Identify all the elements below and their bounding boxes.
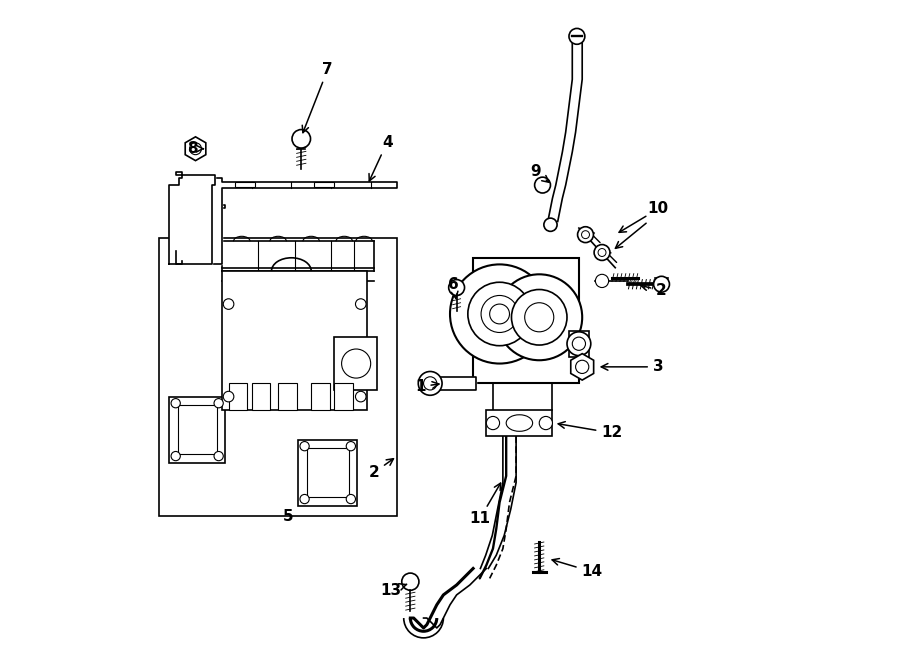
Circle shape bbox=[576, 360, 589, 373]
Circle shape bbox=[482, 295, 518, 332]
Bar bbox=[229, 383, 248, 410]
Text: 2: 2 bbox=[641, 284, 667, 298]
Text: 13: 13 bbox=[380, 583, 407, 598]
Circle shape bbox=[171, 451, 180, 461]
Bar bbox=[159, 238, 397, 516]
Text: 6: 6 bbox=[448, 277, 459, 298]
Circle shape bbox=[598, 249, 606, 256]
Bar bbox=[177, 405, 217, 454]
Text: 2: 2 bbox=[369, 459, 393, 480]
Bar bbox=[252, 383, 270, 410]
Circle shape bbox=[300, 494, 310, 504]
Circle shape bbox=[214, 399, 223, 408]
Bar bbox=[486, 410, 553, 436]
Text: 12: 12 bbox=[558, 422, 623, 440]
Circle shape bbox=[223, 391, 234, 402]
Bar bbox=[569, 330, 589, 357]
Text: 5: 5 bbox=[283, 510, 293, 524]
Text: 4: 4 bbox=[369, 135, 392, 181]
Circle shape bbox=[544, 218, 557, 231]
Circle shape bbox=[300, 442, 310, 451]
Text: 9: 9 bbox=[531, 165, 549, 182]
Circle shape bbox=[539, 416, 553, 430]
Circle shape bbox=[567, 332, 590, 356]
Bar bbox=[278, 383, 297, 410]
Circle shape bbox=[569, 28, 585, 44]
Circle shape bbox=[578, 227, 593, 243]
Circle shape bbox=[190, 143, 202, 155]
Circle shape bbox=[356, 391, 366, 402]
Circle shape bbox=[525, 303, 554, 332]
Bar bbox=[222, 271, 367, 410]
Circle shape bbox=[511, 290, 567, 345]
Text: 14: 14 bbox=[552, 559, 603, 579]
Circle shape bbox=[356, 299, 366, 309]
Circle shape bbox=[450, 264, 549, 364]
Text: 7: 7 bbox=[302, 62, 333, 133]
Circle shape bbox=[490, 304, 509, 324]
Bar bbox=[311, 383, 329, 410]
Circle shape bbox=[223, 299, 234, 309]
Circle shape bbox=[449, 280, 464, 295]
Bar bbox=[235, 182, 255, 187]
Circle shape bbox=[572, 337, 586, 350]
Bar bbox=[334, 383, 353, 410]
Circle shape bbox=[418, 371, 442, 395]
Bar bbox=[334, 337, 377, 390]
Text: 1: 1 bbox=[415, 379, 439, 394]
Circle shape bbox=[171, 399, 180, 408]
Circle shape bbox=[596, 274, 608, 288]
Circle shape bbox=[346, 442, 356, 451]
Circle shape bbox=[581, 231, 590, 239]
Circle shape bbox=[342, 349, 371, 378]
Circle shape bbox=[468, 282, 531, 346]
Polygon shape bbox=[169, 172, 215, 264]
Circle shape bbox=[292, 130, 310, 148]
Polygon shape bbox=[205, 178, 397, 264]
Text: 8: 8 bbox=[187, 141, 203, 156]
Circle shape bbox=[424, 377, 436, 390]
Circle shape bbox=[401, 573, 419, 590]
Bar bbox=[169, 397, 225, 463]
Circle shape bbox=[214, 451, 223, 461]
Circle shape bbox=[496, 274, 582, 360]
Bar bbox=[473, 258, 579, 383]
Circle shape bbox=[653, 276, 670, 292]
Text: 11: 11 bbox=[469, 483, 500, 526]
Polygon shape bbox=[424, 377, 476, 390]
Circle shape bbox=[594, 245, 610, 260]
Bar bbox=[314, 182, 334, 187]
Circle shape bbox=[535, 177, 551, 193]
Bar bbox=[298, 440, 357, 506]
Circle shape bbox=[346, 494, 356, 504]
Text: 10: 10 bbox=[648, 201, 669, 215]
Bar bbox=[307, 448, 349, 497]
Circle shape bbox=[486, 416, 500, 430]
Text: 3: 3 bbox=[601, 360, 663, 374]
